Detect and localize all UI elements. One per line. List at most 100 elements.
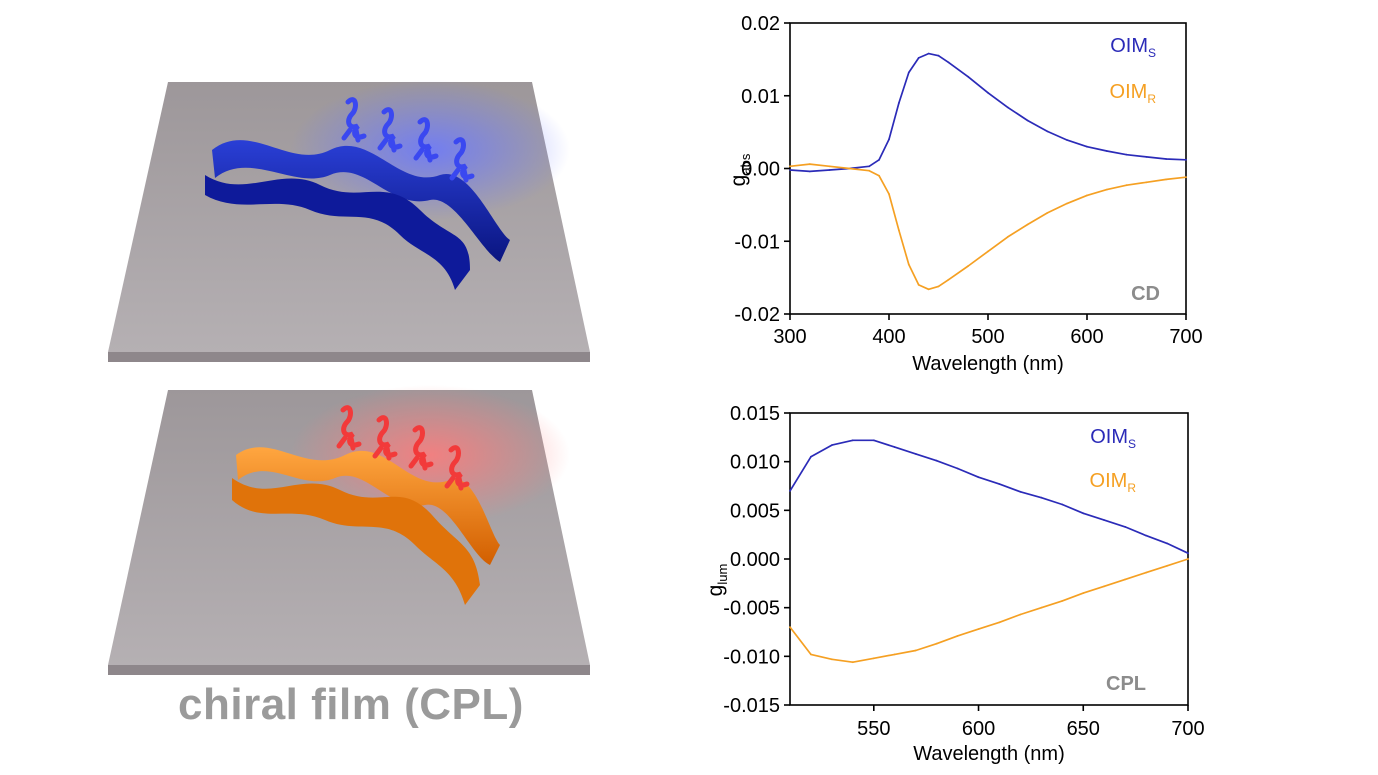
series-0-point (1124, 526, 1127, 528)
legend-entry-s: OIMS (1110, 35, 1156, 60)
y-axis-label: glum (704, 564, 730, 597)
series-0-point (914, 453, 917, 455)
y-tick-label: 0.00 (741, 159, 780, 181)
series-1-point (956, 635, 959, 637)
series-1-point (789, 165, 791, 168)
series-0-point (987, 91, 989, 94)
series-1-point (1046, 212, 1049, 214)
series-1-point (967, 265, 970, 267)
series-0-point (956, 467, 959, 470)
series-0-point (998, 483, 1001, 485)
blue-cpl-wave-icons (341, 97, 475, 183)
series-line-1 (789, 558, 1189, 664)
y-tick-label: -0.02 (734, 304, 780, 326)
series-1-point (851, 661, 854, 664)
series-0-point (878, 158, 880, 161)
series-0-point (888, 138, 890, 141)
series-0-point (1082, 512, 1085, 515)
chiral-film-illustration (108, 80, 590, 675)
y-tick-label: -0.010 (723, 646, 780, 668)
series-0-point (977, 476, 980, 479)
series-1-point (893, 653, 896, 656)
series-0-point (1125, 153, 1128, 156)
series-1-point (977, 628, 980, 630)
x-tick-label: 500 (971, 326, 1004, 348)
y-tick-label: 0.015 (730, 403, 780, 425)
series-1-point (888, 193, 890, 195)
series-1-point (935, 642, 938, 645)
y-tick-label: -0.015 (723, 695, 780, 717)
x-tick-label: 300 (773, 326, 806, 348)
figure-caption: chiral film (CPL) (178, 680, 524, 729)
series-1-point (987, 250, 989, 253)
y-tick-label: -0.01 (734, 231, 780, 253)
series-0-point (831, 444, 833, 446)
series-0-point (1006, 106, 1009, 109)
series-0-point (898, 102, 900, 104)
series-0-point (907, 71, 910, 74)
series-0-point (1066, 139, 1069, 142)
series-0-point (893, 446, 896, 448)
legend-entry-s: OIMS (1090, 426, 1136, 451)
legend-entry-r: OIMR (1110, 81, 1157, 106)
series-1-point (1082, 592, 1085, 594)
series-1-point (878, 174, 880, 177)
series-1-point (998, 621, 1001, 624)
series-1-point (1061, 600, 1064, 602)
series-1-point (1165, 178, 1168, 181)
series-0-point (1103, 519, 1106, 521)
series-0-point (828, 169, 831, 171)
series-0-point (789, 490, 791, 492)
series-0-point (1026, 119, 1029, 122)
series-1-point (898, 229, 900, 232)
series-1-point (1006, 236, 1009, 238)
y-tick-label: 0.010 (730, 452, 780, 474)
series-1-point (1086, 194, 1088, 197)
y-axis-label-text: glum (704, 564, 730, 597)
red-cpl-wave-icons (336, 405, 470, 491)
y-tick-label: 0.000 (730, 549, 780, 571)
series-0-point (872, 439, 875, 442)
panel-tag: CD (1131, 283, 1160, 305)
series-0-point (1086, 145, 1088, 148)
series-0-point (1046, 130, 1049, 133)
series-1-point (947, 278, 950, 281)
series-1-point (917, 284, 920, 286)
series-1-point (810, 653, 812, 656)
series-0-point (947, 61, 950, 64)
series-1-point (1040, 606, 1043, 609)
x-axis-label: Wavelength (nm) (913, 743, 1065, 765)
series-0-point (1105, 150, 1108, 152)
series-0-point (1145, 156, 1148, 158)
series-1-point (1166, 564, 1168, 567)
y-tick-label: 0.02 (741, 13, 780, 35)
x-axis-label: Wavelength (nm) (912, 353, 1064, 375)
y-tick-label: 0.005 (730, 500, 780, 522)
series-1-point (1125, 184, 1128, 187)
series-1-point (848, 167, 851, 170)
series-0-point (935, 459, 938, 462)
series-0-point (808, 170, 811, 173)
series-0-point (1187, 552, 1189, 555)
y-axis-label-text: gabs (727, 153, 753, 186)
series-0-point (868, 165, 871, 168)
series-1-point (808, 163, 811, 166)
series-1-point (872, 657, 875, 660)
series-1-point (927, 288, 930, 291)
x-tick-label: 600 (962, 718, 995, 740)
series-line-0 (789, 439, 1189, 554)
series-1-point (907, 263, 910, 266)
series-0-point (937, 54, 940, 57)
series-1-point (1145, 181, 1148, 184)
series-1-point (1066, 202, 1069, 205)
series-0-point (927, 52, 930, 55)
series-0-point (1040, 496, 1043, 499)
series-1-point (914, 649, 917, 652)
series-1-point (789, 626, 791, 628)
series-1-point (831, 658, 833, 661)
series-0-point (1145, 534, 1147, 537)
series-1-point (937, 285, 940, 288)
series-0-point (1165, 158, 1168, 160)
